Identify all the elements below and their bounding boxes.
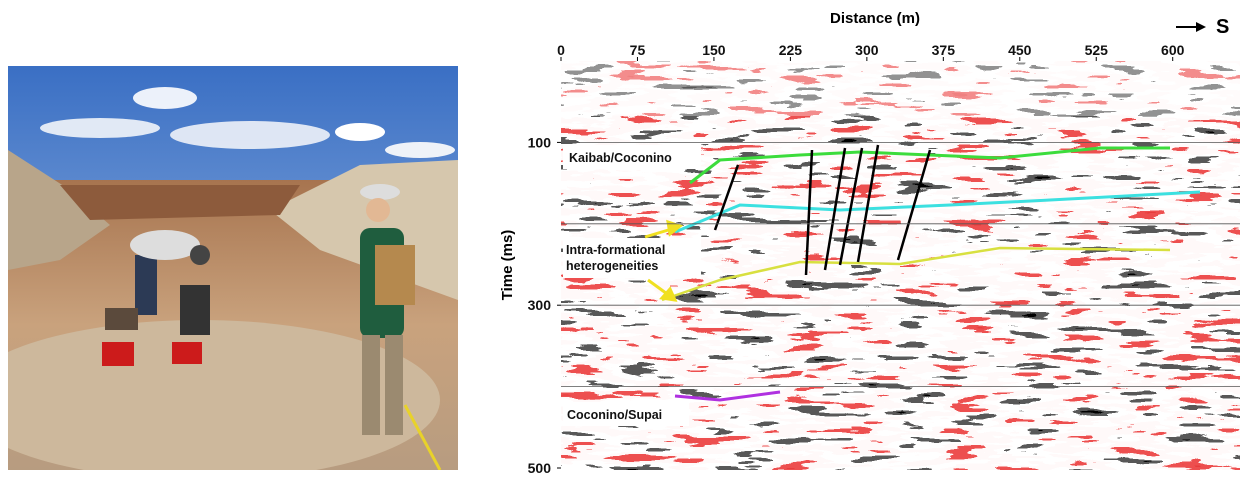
y-axis-label: Time (ms) [499,230,516,301]
x-axis-label: Distance (m) [830,10,920,27]
near-surface [561,61,1240,116]
x-tick-label: 150 [702,42,726,58]
direction-arrow [1176,22,1206,32]
x-tick-label: 300 [855,42,879,58]
y-tick-label: 100 [528,134,552,150]
annotation: Kaibab/Coconino [569,151,672,165]
x-tick-label: 225 [779,42,803,58]
y-tick-label: 300 [528,297,552,313]
figure: S Distance (m) Time (ms) Kaibab/Coconino… [0,0,1244,474]
x-tick-label: 0 [557,42,565,58]
field-photo [0,66,458,474]
x-tick-label: 525 [1085,42,1109,58]
x-tick-label: 375 [932,42,956,58]
direction-label: S [1216,16,1229,38]
annotation: Coconino/Supai [567,408,662,422]
x-tick-label: 600 [1161,42,1185,58]
x-tick-label: 450 [1008,42,1032,58]
x-tick-label: 75 [630,42,646,58]
seismic-section: S Distance (m) Time (ms) Kaibab/Coconino… [499,10,1240,474]
y-tick-label: 500 [528,460,552,474]
